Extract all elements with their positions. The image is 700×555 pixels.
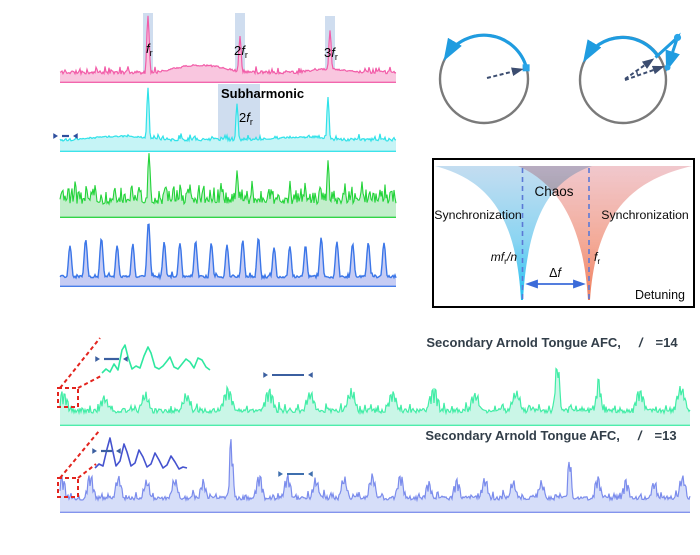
sync-right-label: Synchronization <box>601 208 689 222</box>
rf-spectrum-fundamental-pink <box>59 15 397 84</box>
phase-circles-panel <box>438 32 682 125</box>
secondary-tongue-spectrum-periwinkle <box>59 439 691 513</box>
right-synchronization-tongue <box>518 166 692 300</box>
detuning-label: Detuning <box>635 288 685 302</box>
scale-arrow-4 <box>278 471 313 477</box>
inset-zoom-trace-0 <box>101 344 211 374</box>
secondary-tongue-spectrum-periwinkle-trace <box>59 439 691 503</box>
arnold-tongue-diagram: Chaos Synchronization Synchronization mf… <box>432 158 695 308</box>
rf-spectrum-chaos-green-trace <box>59 153 397 206</box>
arrowhead-right <box>73 133 78 139</box>
chaos-label: Chaos <box>534 184 573 199</box>
zoom-callout-line-0 <box>59 337 101 389</box>
secondary-tongue-spectrum-mint-trace <box>59 367 691 416</box>
phase-circle-locked <box>438 33 530 125</box>
zoom-callout-line-3 <box>77 463 97 479</box>
scale-arrow-1 <box>95 356 128 362</box>
phase-angle-arc <box>635 69 639 76</box>
rf-spectrum-chaos-green-fill <box>60 153 396 218</box>
phase-circle-perturbed <box>578 32 682 125</box>
arrowhead-left <box>263 372 268 378</box>
phase-vector-arrow <box>624 58 655 80</box>
delta-f-label: Δf <box>549 266 562 280</box>
rf-spectrum-subharmonic-cyan <box>59 87 397 153</box>
zoom-region-box-1 <box>57 477 79 498</box>
scale-arrow-0 <box>53 133 78 139</box>
phase-point-dot <box>522 64 530 72</box>
secondary-tongue-spectrum-periwinkle-fill <box>60 439 690 513</box>
sync-left-label: Synchronization <box>434 208 522 222</box>
scale-arrow-2 <box>263 372 313 378</box>
zoom-callout-line-2 <box>59 430 100 479</box>
phase-vector-arrow <box>624 65 665 81</box>
inset-zoom-trace-1 <box>94 437 188 470</box>
arrowhead-left <box>92 448 97 454</box>
rf-spectrum-comb-blue <box>59 223 397 287</box>
arrowhead-right <box>308 471 313 477</box>
left-frequency-label: mfr/n <box>491 250 518 266</box>
phase-vector-arrow <box>486 67 524 79</box>
left-synchronization-tongue <box>435 166 592 300</box>
right-frequency-label: fr <box>594 250 600 266</box>
return-point-dot <box>664 64 671 71</box>
phase-rotation-arc <box>583 35 659 63</box>
zoom-region-box-0 <box>57 387 79 408</box>
arrowhead-right <box>123 356 128 362</box>
rf-spectrum-fundamental-pink-trace <box>59 15 397 77</box>
zoom-callout-line-1 <box>77 375 102 389</box>
secondary-tongue-spectrum-mint <box>59 367 691 426</box>
scale-arrow-3 <box>92 448 121 454</box>
arrowhead-left <box>278 471 283 477</box>
arrowhead-right <box>116 448 121 454</box>
rf-spectrum-chaos-green <box>59 153 397 219</box>
phase-rotation-arc <box>443 33 529 69</box>
kick-vertex-dot <box>673 33 682 42</box>
rf-spectrum-subharmonic-cyan-trace <box>59 87 397 143</box>
arrowhead-left <box>53 133 58 139</box>
rf-spectrum-comb-blue-trace <box>59 223 397 281</box>
arrowhead-right <box>308 372 313 378</box>
arrowhead-left <box>95 356 100 362</box>
